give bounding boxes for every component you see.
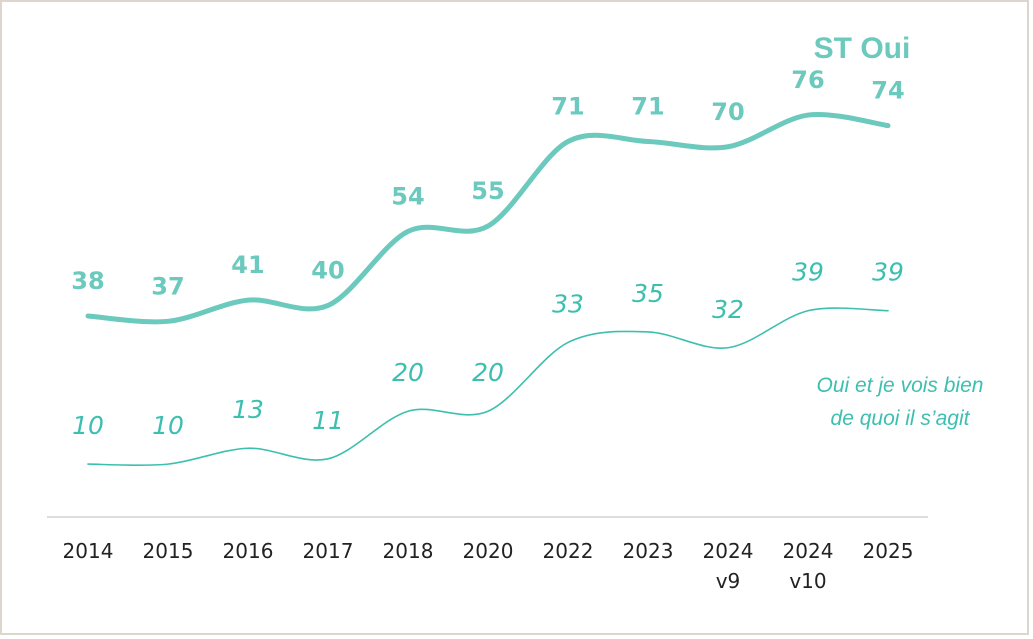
x-tick-label: 2020	[463, 539, 514, 563]
data-label: 71	[551, 92, 584, 120]
x-tick-label: 2025	[863, 539, 914, 563]
text-line: 2025	[863, 539, 914, 563]
data-label: 32	[712, 295, 744, 324]
data-label: 10	[72, 411, 104, 440]
x-tick-label: 2022	[543, 539, 594, 563]
text-line: de quoi il s’agit	[831, 407, 971, 430]
text-line: 2018	[383, 539, 434, 563]
text-line: 2017	[303, 539, 354, 563]
text-line: 2022	[543, 539, 594, 563]
text-line: 2024	[783, 539, 834, 563]
data-label: 40	[311, 256, 344, 284]
x-tick-label: 2015	[143, 539, 194, 563]
text-line: Oui et je vois bien	[817, 374, 984, 397]
data-label: 13	[232, 395, 264, 424]
x-tick-label: 2016	[223, 539, 274, 563]
data-label: 10	[152, 411, 184, 440]
data-label: 37	[151, 272, 184, 300]
text-line: 2014	[63, 539, 114, 563]
data-label: 39	[872, 258, 904, 287]
data-label: 39	[792, 258, 824, 287]
data-label: 33	[552, 289, 584, 318]
text-line: 2020	[463, 539, 514, 563]
text-line: v10	[789, 569, 826, 593]
text-line: 2024	[703, 539, 754, 563]
x-tick-label: 2023	[623, 539, 674, 563]
text-line: v9	[716, 569, 741, 593]
x-tick-label: 2014	[63, 539, 114, 563]
line	[87, 307, 889, 467]
data-label: 38	[71, 267, 104, 295]
x-tick-label: 2018	[383, 539, 434, 563]
data-label: 55	[471, 177, 504, 205]
data-label: 20	[392, 358, 424, 387]
text-line: ST Oui	[814, 32, 911, 65]
data-label: 71	[631, 92, 664, 120]
data-label: 70	[711, 98, 744, 126]
text-line: 2016	[223, 539, 274, 563]
series-label: ST Oui	[814, 32, 911, 65]
x-tick-label: 2024 v9	[703, 539, 754, 593]
text-line: 2015	[143, 539, 194, 563]
data-label: 41	[231, 251, 264, 279]
x-tick-label: 2017	[303, 539, 354, 563]
text-line: 2023	[623, 539, 674, 563]
data-label: 35	[632, 279, 664, 308]
data-label: 74	[871, 77, 904, 105]
data-label: 54	[391, 182, 424, 210]
data-label: 11	[312, 406, 344, 435]
line	[85, 111, 891, 325]
x-tick-label: 2024 v10	[783, 539, 834, 593]
series-label: Oui et je vois bien de quoi il s’agit	[817, 374, 984, 430]
data-label: 20	[472, 358, 504, 387]
data-label: 76	[791, 66, 824, 94]
